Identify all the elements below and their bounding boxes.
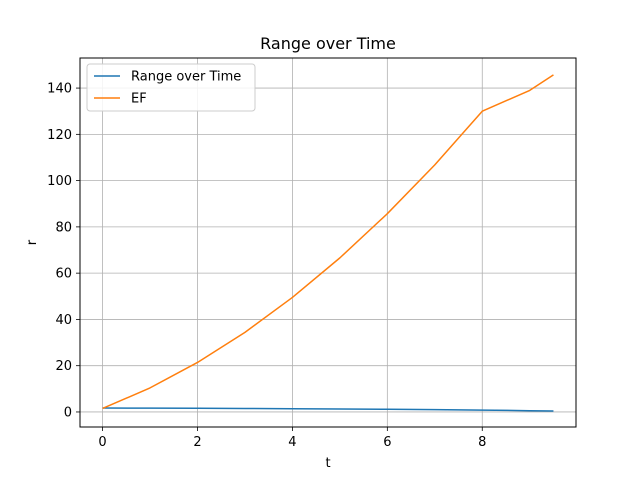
- x-tick-label: 4: [288, 435, 296, 450]
- y-tick-label: 100: [47, 174, 72, 189]
- chart-title: Range over Time: [260, 34, 396, 53]
- x-tick-label: 6: [383, 435, 391, 450]
- x-tick-label: 0: [98, 435, 106, 450]
- x-tick-label: 2: [193, 435, 201, 450]
- x-tick-label: 8: [478, 435, 486, 450]
- series-line-2: [102, 74, 554, 410]
- grid: [80, 58, 576, 427]
- series-layer: [102, 74, 554, 412]
- y-tick-label: 40: [55, 313, 72, 328]
- y-tick-label: 20: [55, 359, 72, 374]
- legend: Range over Time EF: [86, 63, 256, 112]
- y-tick-label: 140: [47, 82, 72, 97]
- y-tick-label: 120: [47, 128, 72, 143]
- plot-area-frame: [79, 57, 577, 428]
- legend-box: [86, 63, 256, 112]
- y-tick-label: 80: [55, 220, 72, 235]
- y-tick-label: 0: [64, 405, 72, 420]
- legend-label-1: Range over Time: [131, 70, 241, 85]
- x-axis-label: t: [325, 456, 330, 471]
- y-tick-label: 60: [55, 267, 72, 282]
- y-axis-label: r: [25, 239, 40, 245]
- series-line-1: [102, 407, 554, 412]
- legend-label-2: EF: [131, 92, 147, 107]
